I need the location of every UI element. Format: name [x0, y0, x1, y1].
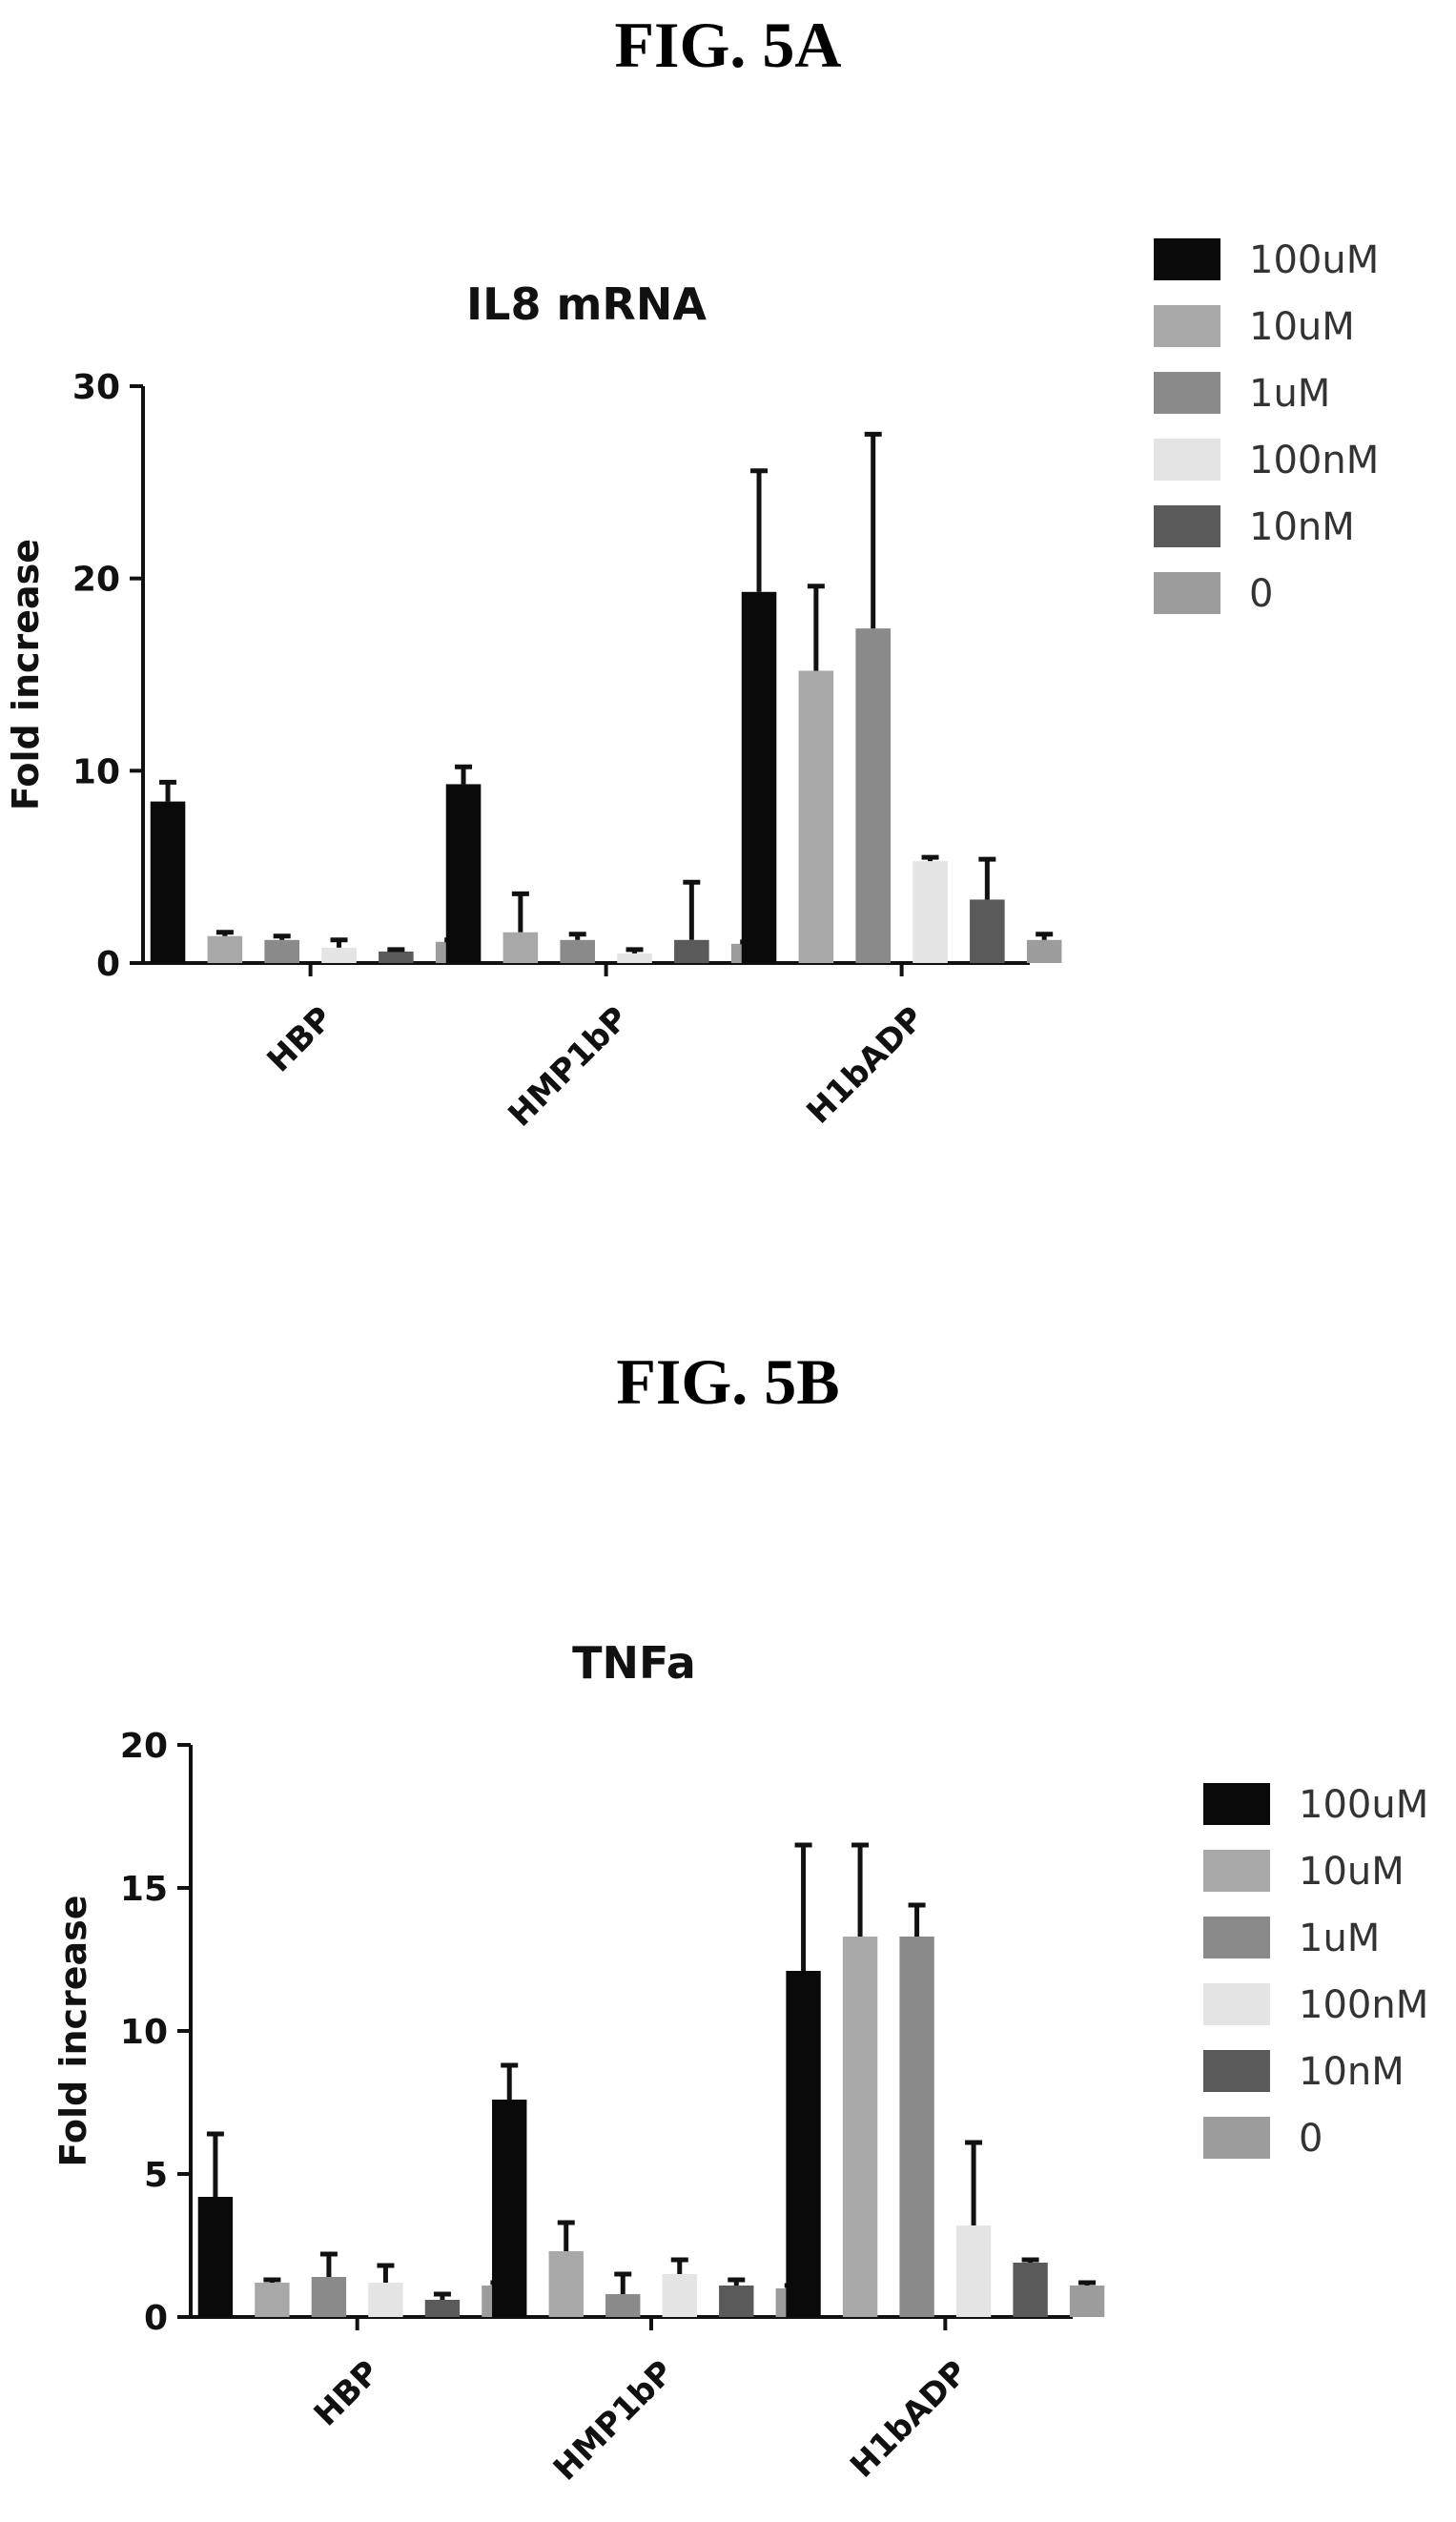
legend-swatch: [1203, 1783, 1270, 1825]
bar: [605, 2294, 641, 2317]
bar: [899, 1937, 934, 2317]
bar: [719, 2286, 754, 2317]
y-tick-label: 30: [72, 368, 120, 407]
bar: [855, 628, 891, 963]
legend-swatch: [1154, 572, 1220, 614]
legend-label: 100nM: [1299, 1983, 1428, 2027]
x-category-label: H1bADP: [843, 2353, 975, 2486]
bar: [492, 2100, 527, 2317]
y-tick-label: 10: [120, 2013, 168, 2052]
bar: [1013, 2263, 1048, 2317]
bar: [798, 670, 834, 963]
bar: [1026, 939, 1062, 963]
x-category-label: HMP1bP: [501, 999, 636, 1135]
legend-swatch: [1203, 1917, 1270, 1958]
legend-label: 1uM: [1249, 372, 1330, 416]
bar: [786, 1971, 821, 2317]
legend-label: 10uM: [1249, 305, 1355, 349]
legend-label: 100nM: [1249, 439, 1379, 482]
bar: [311, 2277, 347, 2317]
x-category-label: H1bADP: [799, 999, 932, 1132]
bar: [321, 947, 357, 963]
bar: [662, 2274, 697, 2317]
y-tick-label: 15: [120, 1870, 168, 1909]
legend-label: 0: [1299, 2117, 1323, 2161]
chart-tnfa: TNFa 0 5 10 15 20 Fold increase HBP HMP1bP H1bADP…: [52, 1637, 1428, 2489]
chart-title: TNFa: [572, 1637, 696, 1689]
legend-label: 1uM: [1299, 1917, 1380, 1960]
bar: [207, 935, 243, 963]
y-axis-title: Fold increase: [52, 1895, 94, 2166]
legend-label: 100uM: [1249, 238, 1379, 282]
bar: [502, 932, 539, 963]
y-tick-label: 10: [72, 752, 120, 791]
legend-swatch: [1203, 2050, 1270, 2092]
bar: [548, 2251, 584, 2317]
bar: [264, 939, 299, 963]
legend-swatch: [1154, 305, 1220, 347]
legend-swatch: [1203, 1983, 1270, 2025]
chart-title: IL8 mRNA: [466, 278, 707, 330]
legend-label: 10nM: [1299, 2050, 1405, 2094]
bar: [1069, 2286, 1105, 2317]
y-tick-label: 20: [120, 1727, 168, 1766]
y-axis-title: Fold increase: [5, 539, 47, 810]
legend-swatch: [1154, 238, 1220, 280]
y-tick-label: 0: [96, 945, 120, 984]
bar: [197, 2197, 234, 2317]
bar: [674, 939, 709, 963]
bar: [424, 2300, 461, 2317]
bar: [970, 899, 1005, 963]
legend-swatch: [1154, 505, 1220, 547]
bar: [368, 2283, 403, 2317]
chart-il8-mrna: IL8 mRNA 0 10 20 30 Fold increase HBP HMP1bP H1b…: [5, 238, 1379, 1135]
legend-label: 10uM: [1299, 1850, 1405, 1894]
legend-swatch: [1203, 2117, 1270, 2159]
bar: [379, 951, 414, 963]
bar: [255, 2283, 290, 2317]
figure-label-5b: FIG. 5B: [616, 1345, 840, 1418]
y-tick-label: 20: [72, 561, 120, 600]
bar: [955, 2225, 992, 2317]
bar: [741, 591, 777, 963]
legend-label: 10nM: [1249, 505, 1355, 549]
x-category-label: HBP: [307, 2353, 387, 2433]
bar: [560, 939, 595, 963]
bar: [913, 861, 948, 963]
legend-label: 100uM: [1299, 1783, 1428, 1827]
legend-swatch: [1154, 439, 1220, 481]
legend-label: 0: [1249, 572, 1273, 616]
y-tick-label: 0: [144, 2299, 168, 2338]
legend-swatch: [1154, 372, 1220, 414]
bar: [445, 784, 482, 963]
bar: [150, 801, 186, 963]
legend-swatch: [1203, 1850, 1270, 1892]
bar: [617, 953, 652, 963]
figure-label-5a: FIG. 5A: [614, 9, 842, 81]
y-tick-label: 5: [144, 2156, 168, 2195]
bar: [842, 1937, 878, 2317]
x-category-label: HMP1bP: [546, 2353, 682, 2489]
x-category-label: HBP: [260, 999, 340, 1079]
